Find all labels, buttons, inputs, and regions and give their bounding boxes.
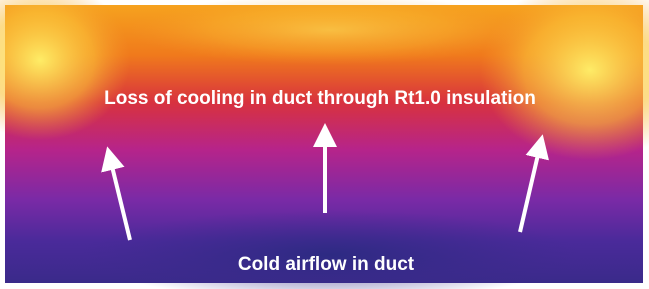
thermal-image: Loss of cooling in duct through Rt1.0 in… bbox=[0, 0, 649, 289]
caption-top: Loss of cooling in duct through Rt1.0 in… bbox=[104, 88, 536, 109]
page: Loss of cooling in duct through Rt1.0 in… bbox=[0, 0, 649, 289]
caption-bottom: Cold airflow in duct bbox=[238, 254, 415, 275]
